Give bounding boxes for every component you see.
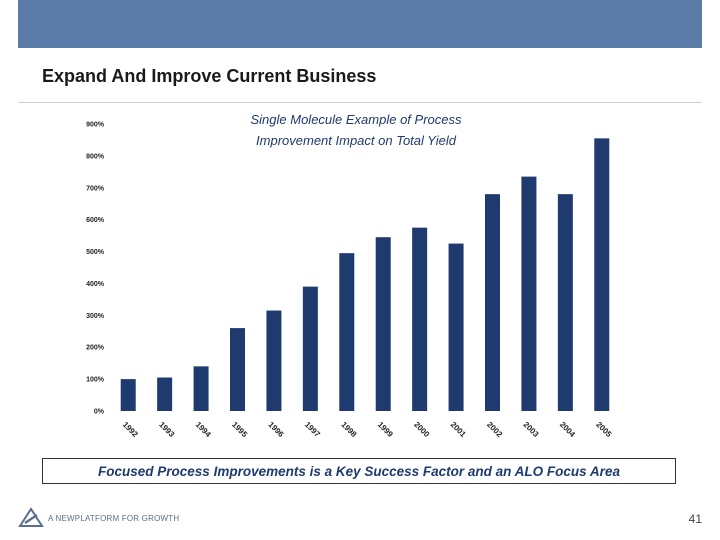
yield-bar-chart: Single Molecule Example of Process Impro… [86, 112, 614, 439]
x-tick-label: 2003 [522, 420, 541, 439]
x-tick-label: 1992 [121, 420, 140, 439]
x-tick-label: 2005 [594, 420, 613, 439]
x-tick-label: 2004 [558, 420, 577, 439]
footer-logo: A NEWPLATFORM FOR GROWTH [18, 506, 179, 530]
y-axis: 0% 100% 200% 300% 400% 500% 600% 700% 800% 900% [86, 122, 105, 416]
x-tick-label: 1998 [339, 420, 358, 439]
bar-1995 [230, 328, 245, 411]
x-tick-label: 1995 [230, 420, 249, 439]
y-tick-label: 300% [86, 313, 105, 320]
bar-1998 [339, 253, 355, 411]
chart-title-line-1: Single Molecule Example of Process [251, 112, 462, 127]
bar-2003 [521, 176, 537, 411]
key-message-callout: Focused Process Improvements is a Key Su… [42, 458, 676, 484]
page-title: Expand And Improve Current Business [42, 66, 377, 86]
bar-1992 [120, 379, 136, 411]
header-bar [18, 0, 702, 48]
x-tick-label: 1996 [267, 420, 286, 439]
page-number: 41 [688, 512, 702, 526]
bar-2004 [557, 194, 573, 411]
y-tick-label: 700% [86, 185, 105, 192]
bar-2000 [412, 227, 428, 411]
chart-title-line-2: Improvement Impact on Total Yield [256, 133, 457, 148]
y-tick-label: 600% [86, 217, 105, 224]
bar-1993 [157, 377, 173, 411]
bar-2001 [448, 243, 464, 411]
title-divider [18, 102, 702, 103]
y-tick-label: 900% [86, 122, 105, 129]
bar-2002 [485, 194, 500, 411]
y-tick-label: 200% [86, 345, 105, 352]
x-tick-label: 1997 [303, 420, 322, 439]
x-tick-label: 2000 [412, 420, 431, 439]
y-tick-label: 400% [86, 281, 105, 288]
x-tick-label: 1999 [376, 420, 395, 439]
bar-1996 [266, 310, 282, 411]
x-tick-label: 2002 [485, 420, 504, 439]
y-tick-label: 500% [86, 249, 105, 256]
callout-text: Focused Process Improvements is a Key Su… [98, 463, 620, 479]
x-axis: 1992 1993 1994 1995 1996 1997 1998 1999 2000 2001… [121, 420, 614, 439]
x-tick-label: 1994 [194, 420, 213, 439]
bar-series [120, 138, 610, 411]
x-tick-label: 2001 [449, 420, 468, 439]
y-tick-label: 800% [86, 153, 105, 160]
footer-brand-text: A NEWPLATFORM FOR GROWTH [48, 513, 180, 523]
y-tick-label: 0% [94, 409, 105, 416]
x-tick-label: 1993 [157, 420, 176, 439]
bar-1994 [193, 366, 209, 411]
y-tick-label: 100% [86, 377, 105, 384]
platform-logo-icon [18, 507, 44, 527]
bar-1999 [375, 237, 391, 411]
bar-2005 [594, 138, 610, 411]
bar-1997 [302, 286, 318, 411]
